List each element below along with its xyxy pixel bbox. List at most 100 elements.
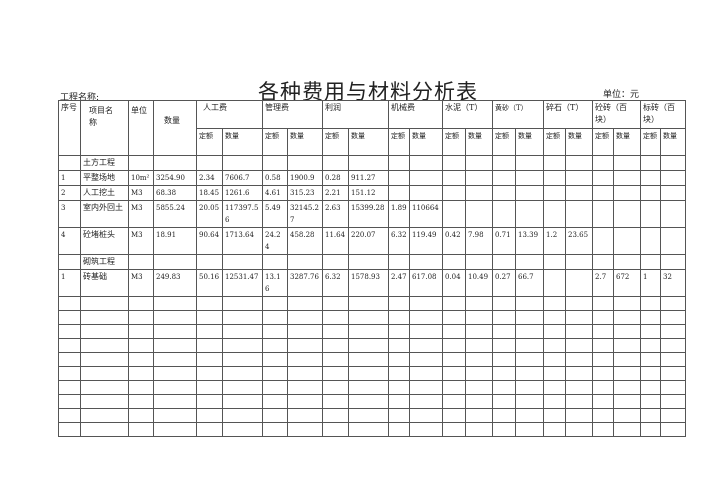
table-cell: 3 <box>58 200 81 228</box>
table-cell <box>80 394 129 409</box>
table-cell <box>222 296 263 311</box>
table-cell <box>388 185 410 201</box>
table-cell <box>543 296 567 311</box>
table-cell <box>322 254 349 270</box>
table-cell <box>613 310 642 325</box>
table-cell <box>222 338 263 353</box>
table-row: 砌筑工程 <box>58 254 687 270</box>
table-cell: 2.21 <box>322 185 349 201</box>
table-cell <box>322 394 349 409</box>
table-cell <box>322 310 349 325</box>
table-cell: M3 <box>128 200 154 228</box>
table-cell <box>287 310 323 325</box>
table-cell <box>465 338 493 353</box>
table-cell <box>465 155 493 171</box>
table-cell <box>592 170 615 186</box>
empty-row <box>58 352 687 367</box>
table-cell <box>128 366 154 381</box>
table-cell: 2 <box>58 185 81 201</box>
table-cell <box>543 394 567 409</box>
table-cell <box>492 380 516 395</box>
table-cell <box>409 366 443 381</box>
table-cell <box>128 310 154 325</box>
table-cell: 1 <box>58 269 81 297</box>
table-cell <box>322 380 349 395</box>
table-cell <box>262 338 288 353</box>
table-cell <box>613 338 642 353</box>
table-cell <box>153 296 197 311</box>
table-cell <box>322 338 349 353</box>
table-cell <box>514 380 545 395</box>
table-cell <box>409 408 443 423</box>
table-cell <box>543 200 567 228</box>
table-cell <box>613 200 642 228</box>
subheader-quota: 定额 <box>592 128 615 156</box>
table-cell <box>492 254 516 270</box>
table-cell <box>492 324 516 339</box>
table-cell <box>514 200 545 228</box>
table-cell <box>222 408 263 423</box>
table-cell: 20.05 <box>196 200 223 228</box>
table-cell <box>543 408 567 423</box>
table-cell <box>640 185 662 201</box>
table-cell: 1.2 <box>543 227 567 255</box>
table-cell <box>348 394 389 409</box>
table-cell <box>128 254 154 270</box>
table-cell <box>388 170 410 186</box>
table-cell <box>80 324 129 339</box>
table-cell <box>592 422 615 437</box>
table-cell <box>613 170 642 186</box>
table-cell: 1.89 <box>388 200 410 228</box>
table-cell <box>640 338 662 353</box>
table-cell: 32145.27 <box>287 200 323 228</box>
table-cell: 23.65 <box>565 227 594 255</box>
table-cell: 0.71 <box>492 227 516 255</box>
subheader-quota: 定额 <box>196 128 223 156</box>
table-cell <box>465 185 493 201</box>
table-cell <box>613 155 642 171</box>
table-cell <box>543 269 567 297</box>
table-cell <box>565 155 594 171</box>
header-group: 利润 <box>322 100 389 129</box>
table-cell <box>565 200 594 228</box>
table-row: 1 砖基础 M3 249.83 50.16 12531.47 13.16 3287.76 6.3… <box>58 269 687 297</box>
table-cell <box>543 422 567 437</box>
table-cell <box>196 422 223 437</box>
table-cell <box>58 380 81 395</box>
table-cell <box>153 408 197 423</box>
table-cell <box>322 408 349 423</box>
table-cell <box>592 380 615 395</box>
table-cell: 11.64 <box>322 227 349 255</box>
table-cell <box>465 170 493 186</box>
table-cell <box>442 338 466 353</box>
table-cell <box>58 394 81 409</box>
table-cell <box>565 366 594 381</box>
table-row: 4 砼堵桩头 M3 18.91 90.64 1713.64 24.24 458.28 11.64… <box>58 227 687 255</box>
empty-row <box>58 338 687 353</box>
table-cell <box>287 254 323 270</box>
table-cell <box>543 310 567 325</box>
table-cell <box>592 200 615 228</box>
table-cell <box>514 310 545 325</box>
table-cell: 50.16 <box>196 269 223 297</box>
table-cell <box>153 155 197 171</box>
table-cell <box>543 366 567 381</box>
table-cell <box>660 324 687 339</box>
table-cell: 砖基础 <box>80 269 129 297</box>
table-cell <box>514 296 545 311</box>
table-cell: 2.47 <box>388 269 410 297</box>
table-cell <box>262 422 288 437</box>
table-cell <box>287 296 323 311</box>
table-cell <box>592 408 615 423</box>
table-cell <box>543 338 567 353</box>
table-cell <box>287 422 323 437</box>
table-cell <box>613 227 642 255</box>
empty-row <box>58 324 687 339</box>
table-cell <box>514 408 545 423</box>
table-cell <box>592 296 615 311</box>
table-cell <box>348 296 389 311</box>
table-cell <box>442 394 466 409</box>
empty-row <box>58 296 687 311</box>
table-cell <box>262 394 288 409</box>
table-cell <box>80 422 129 437</box>
